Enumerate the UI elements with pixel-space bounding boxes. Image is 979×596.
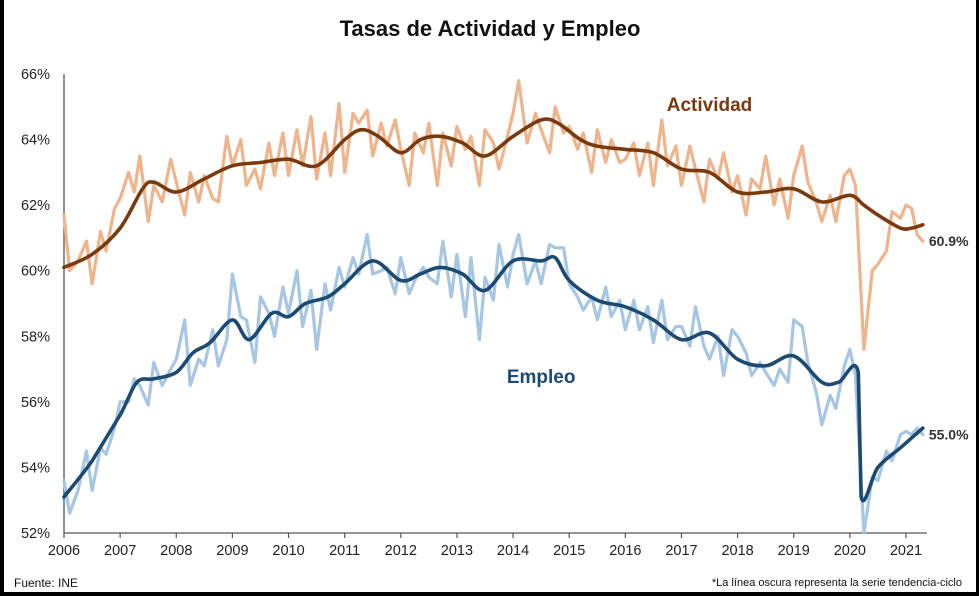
x-tick-label: 2013 (441, 543, 473, 559)
y-tick-label: 52% (21, 526, 50, 542)
actividad-series-label: Actividad (667, 95, 753, 116)
x-tick-label: 2021 (890, 543, 922, 559)
empleo-trend-line (62, 254, 925, 503)
y-tick-label: 66% (21, 67, 50, 83)
x-tick-label: 2015 (553, 543, 585, 559)
trend-footnote: *La línea oscura representa la serie ten… (711, 577, 962, 589)
x-tick-label: 2009 (216, 543, 248, 559)
y-tick-label: 54% (21, 460, 50, 476)
empleo-raw-line (62, 233, 925, 535)
x-tick-label: 2020 (834, 543, 866, 559)
x-tick-label: 2017 (665, 543, 697, 559)
x-tick-label: 2010 (272, 543, 304, 559)
actividad-end-value: 60.9% (929, 233, 969, 249)
x-tick-label: 2007 (104, 543, 136, 559)
actividad-raw-line (62, 79, 925, 351)
x-tick-label: 2018 (721, 543, 753, 559)
chart-title: Tasas de Actividad y Empleo (339, 16, 641, 41)
chart-frame: Tasas de Actividad y Empleo 52% 54% 56% 58%… (4, 0, 976, 592)
x-tick-label: 2008 (160, 543, 192, 559)
y-tick-label: 56% (21, 395, 50, 411)
x-tick-label: 2006 (48, 543, 80, 559)
x-tick-label: 2016 (609, 543, 641, 559)
source-note: Fuente: INE (14, 576, 79, 590)
empleo-series-label: Empleo (507, 367, 576, 388)
x-tick-label: 2014 (497, 543, 529, 559)
actividad-trend-line (62, 117, 925, 270)
y-tick-label: 64% (21, 133, 50, 149)
y-tick-label: 60% (21, 264, 50, 280)
x-tick-label: 2012 (385, 543, 417, 559)
line-chart: 52% 54% 56% 58% 60% 62% 64% 66% 2006 2007 2008 2009… (21, 67, 969, 559)
y-tick-label: 62% (21, 198, 50, 214)
empleo-end-value: 55.0% (929, 427, 969, 443)
x-tick-label: 2019 (778, 543, 810, 559)
y-tick-label: 58% (21, 329, 50, 345)
x-tick-label: 2011 (329, 543, 360, 559)
